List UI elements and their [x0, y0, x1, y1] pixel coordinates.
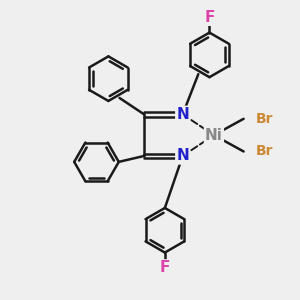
- Text: Br: Br: [256, 145, 273, 158]
- Text: N: N: [176, 107, 189, 122]
- Text: Ni: Ni: [205, 128, 223, 142]
- Text: Br: Br: [256, 112, 273, 126]
- Text: F: F: [204, 10, 214, 25]
- Text: F: F: [160, 260, 170, 275]
- Text: N: N: [176, 148, 189, 164]
